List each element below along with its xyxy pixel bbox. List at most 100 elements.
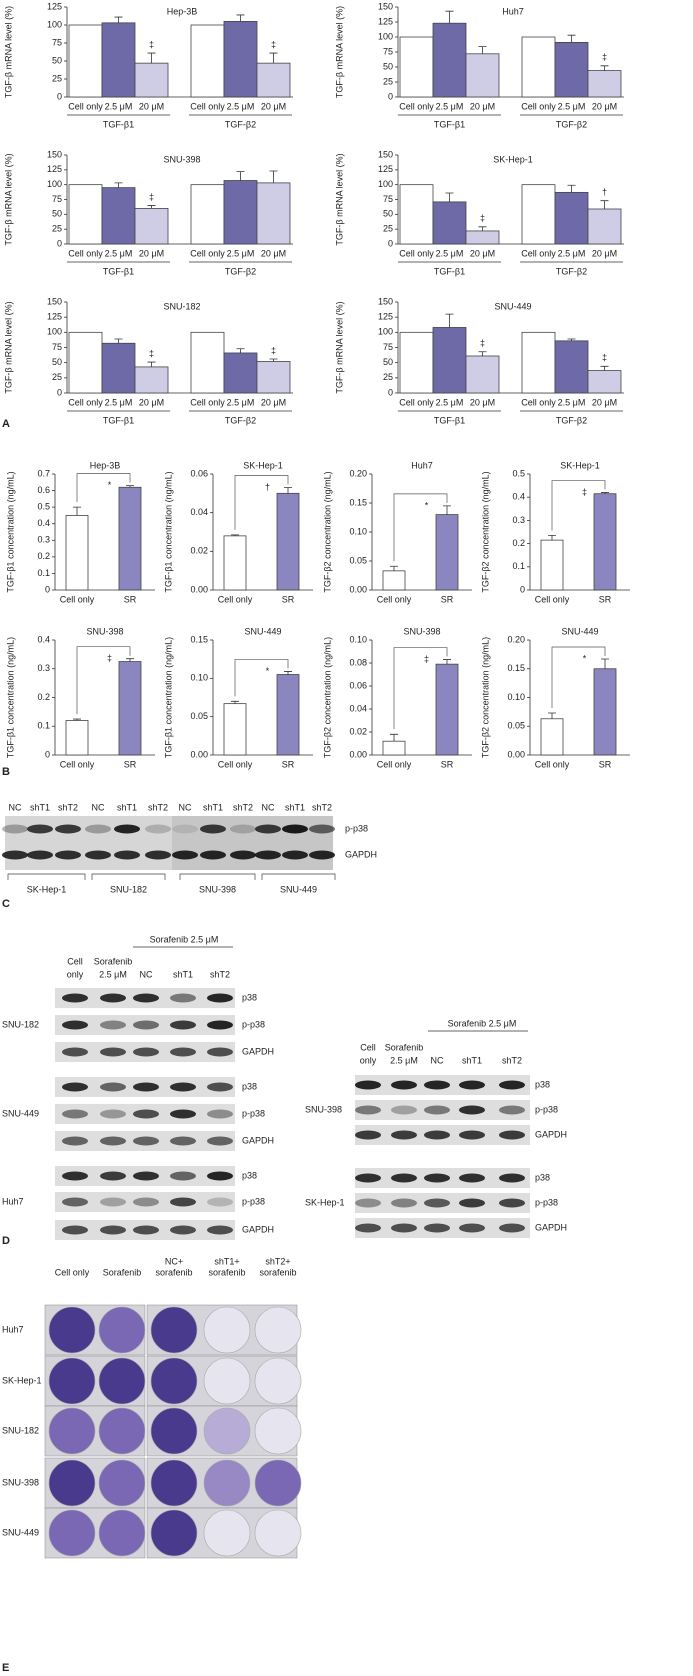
column-label: Cell [360,1042,376,1052]
error-bar [231,534,239,536]
row-label: p38 [242,1170,257,1180]
y-tick-label: 0.15 [507,663,525,673]
blot-band [230,850,256,860]
x-tick-label: Cell only [60,594,95,604]
error-bar [147,205,156,209]
colony-well [203,1407,251,1455]
treatment-label: Sorafenib 2.5 μM [448,1018,517,1028]
blot-band [459,1198,485,1208]
blot-band [100,1136,126,1146]
group-label: TGF-β1 [434,415,465,425]
column-label: 2.5 μM [99,969,127,979]
row-label: p-p38 [535,1104,558,1114]
panel-label: C [2,898,10,910]
cell-line-label: SNU-449 [2,1527,39,1537]
bar [465,355,500,394]
y-tick-label: 0.04 [190,507,208,517]
blot-band [133,1047,159,1057]
blot-band [100,1109,126,1119]
colony-well [254,1357,302,1405]
colony-well [203,1357,251,1405]
group-bracket [91,873,166,880]
significance: * [266,666,270,676]
blot-band [459,1080,485,1090]
error-bar [443,505,451,515]
cell-line-label: SNU-449 [2,1108,39,1118]
blot-band [459,1173,485,1183]
x-tick-label: 20 μM [261,101,286,111]
colony-well [98,1357,146,1405]
y-axis-label: TGF-β1 concentration (ng/mL) [5,471,15,592]
y-tick-label: 0.5 [37,502,50,512]
colony-well [48,1407,96,1455]
x-tick-label: SR [441,594,454,604]
error-bar [236,14,245,22]
panel-label: E [2,1662,9,1674]
significance: ‡ [582,487,587,497]
error-bar [269,52,278,64]
blot-band [424,1130,450,1140]
y-tick-label: 0.06 [349,680,367,690]
row-label: p38 [535,1172,550,1182]
group-label: TGF-β2 [556,415,587,425]
x-tick-label: Cell only [68,101,103,111]
blot-band [459,1130,485,1140]
y-axis-label: TGF-β2 concentration (ng/mL) [322,637,332,758]
y-tick-label: 50 [52,55,62,65]
x-tick-label: 2.5 μM [558,397,586,407]
blot-band [172,824,198,834]
group-label: SK-Hep-1 [27,884,67,894]
bar [593,493,617,591]
x-tick-label: 20 μM [261,248,286,258]
x-tick-label: SR [441,759,454,769]
blot-band [282,850,308,860]
y-axis-label: TGF-β1 concentration (ng/mL) [163,471,173,592]
blot-band [424,1223,450,1233]
x-tick-label: 20 μM [139,397,164,407]
y-tick-label: 125 [378,16,393,26]
blot-band [170,1109,196,1119]
lane-label: shT2 [312,802,332,812]
y-tick-label: 50 [383,61,393,71]
blot-band [499,1173,525,1183]
bar [276,674,300,756]
y-tick-label: 0.3 [37,663,50,673]
column-label: shT1+ [214,1256,239,1266]
column-label: shT1 [173,969,193,979]
y-tick-label: 0.00 [507,749,525,759]
bar [223,535,247,591]
column-label: shT2 [502,1055,522,1065]
y-axis-label: TGF-β1 concentration (ng/mL) [5,637,15,758]
blot-band [207,1136,233,1146]
y-tick-label: 0 [45,584,50,594]
blot-band [170,1082,196,1092]
y-tick-label: 100 [378,179,393,189]
colony-well [98,1306,146,1354]
error-bar [147,361,156,367]
blot-band [62,1197,88,1207]
group-label: TGF-β2 [556,119,587,129]
y-tick-label: 0.4 [512,492,525,502]
column-label: only [67,969,84,979]
y-tick-label: 0 [388,91,393,101]
chart-title: SNU-449 [561,626,598,636]
blot-band [133,1136,159,1146]
bar [65,515,89,591]
blot-band [133,1109,159,1119]
y-tick-label: 25 [383,76,393,86]
error-bar [114,16,123,23]
y-tick-label: 0.7 [37,468,50,478]
y-tick-label: 125 [47,1,62,11]
blot-band [309,850,335,860]
y-tick-label: 125 [47,312,62,322]
column-label: NC+ [165,1256,183,1266]
error-bar [114,338,123,344]
bar [68,331,103,394]
y-tick-label: 25 [383,372,393,382]
significance: * [583,653,587,663]
bar [190,184,225,245]
blot-band [355,1105,381,1115]
column-label: Cell [67,956,83,966]
error-bar [390,733,398,742]
blot-band [62,1225,88,1235]
